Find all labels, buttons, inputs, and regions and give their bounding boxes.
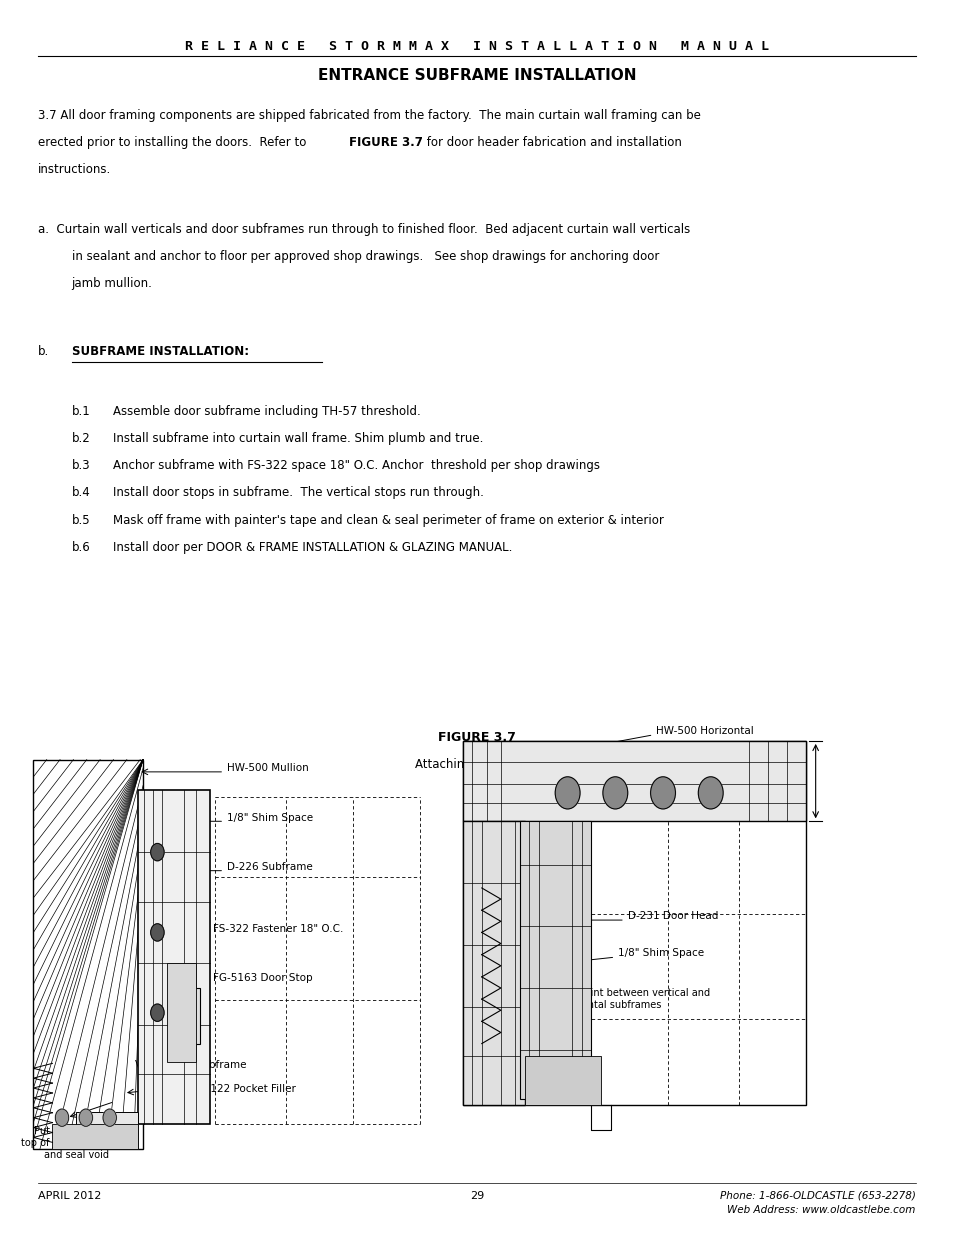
Text: R E L I A N C E   S T O R M M A X   I N S T A L L A T I O N   M A N U A L: R E L I A N C E S T O R M M A X I N S T … xyxy=(185,40,768,53)
Text: 1/8" Shim Space: 1/8" Shim Space xyxy=(227,813,313,823)
Text: 3.7 All door framing components are shipped fabricated from the factory.  The ma: 3.7 All door framing components are ship… xyxy=(38,109,700,122)
Text: b.2: b.2 xyxy=(71,432,91,445)
Text: Install door per DOOR & FRAME INSTALLATION & GLAZING MANUAL.: Install door per DOOR & FRAME INSTALLATI… xyxy=(112,541,512,553)
Text: FG-5163 Door Stop: FG-5163 Door Stop xyxy=(213,973,312,983)
Text: b.3: b.3 xyxy=(71,459,91,472)
Text: 1/8" Shim Space: 1/8" Shim Space xyxy=(618,948,703,958)
Bar xyxy=(167,963,195,1062)
Text: D-231 Door Head: D-231 Door Head xyxy=(627,911,718,921)
Circle shape xyxy=(698,777,722,809)
Text: b.1: b.1 xyxy=(71,405,91,417)
Text: b.5: b.5 xyxy=(71,514,91,526)
Text: Seal joint between vertical and
horizontal subframes: Seal joint between vertical and horizont… xyxy=(558,988,709,1009)
Text: a.  Curtain wall verticals and door subframes run through to finished floor.  Be: a. Curtain wall verticals and door subfr… xyxy=(38,222,690,236)
Bar xyxy=(462,741,805,821)
Circle shape xyxy=(555,777,579,809)
Bar xyxy=(76,1112,138,1149)
Circle shape xyxy=(103,1109,116,1126)
Text: FIGURE 3.7: FIGURE 3.7 xyxy=(349,136,422,149)
Text: for door header fabrication and installation: for door header fabrication and installa… xyxy=(422,136,680,149)
Text: FIGURE 3.7: FIGURE 3.7 xyxy=(437,731,516,745)
Text: Anchor subframe with FS-322 space 18" O.C. Anchor  threshold per shop drawings: Anchor subframe with FS-322 space 18" O.… xyxy=(112,459,598,472)
Text: in sealant and anchor to floor per approved shop drawings.   See shop drawings f: in sealant and anchor to floor per appro… xyxy=(71,249,659,263)
Text: HW-500 Mullion: HW-500 Mullion xyxy=(227,763,309,773)
Point xyxy=(66,354,77,369)
Text: b.4: b.4 xyxy=(71,487,91,499)
Text: Install subframe into curtain wall frame. Shim plumb and true.: Install subframe into curtain wall frame… xyxy=(112,432,482,445)
Bar xyxy=(462,741,805,1105)
Text: APRIL 2012: APRIL 2012 xyxy=(38,1191,101,1200)
Bar xyxy=(176,988,200,1044)
Circle shape xyxy=(650,777,675,809)
Bar xyxy=(33,760,143,1149)
Circle shape xyxy=(151,924,164,941)
Text: ENTRANCE SUBFRAME INSTALLATION: ENTRANCE SUBFRAME INSTALLATION xyxy=(317,68,636,83)
Text: SUBFRAME INSTALLATION:: SUBFRAME INSTALLATION: xyxy=(71,345,249,358)
Text: Web Address: www.oldcastlebe.com: Web Address: www.oldcastlebe.com xyxy=(727,1205,915,1215)
Text: FS-322 Fastener 18" O.C.: FS-322 Fastener 18" O.C. xyxy=(213,924,343,934)
Text: Attaching Subframes: Attaching Subframes xyxy=(415,758,538,772)
Bar xyxy=(524,1056,600,1105)
Bar xyxy=(52,1124,138,1149)
Text: View of top subframe: View of top subframe xyxy=(135,1060,246,1070)
Text: Mask off frame with painter's tape and clean & seal perimeter of frame on exteri: Mask off frame with painter's tape and c… xyxy=(112,514,662,526)
Circle shape xyxy=(79,1109,92,1126)
Text: Assemble door subframe including TH-57 threshold.: Assemble door subframe including TH-57 t… xyxy=(112,405,420,417)
Text: b.6: b.6 xyxy=(71,541,91,553)
Bar xyxy=(519,821,591,1099)
Text: 29: 29 xyxy=(470,1191,483,1200)
Text: erected prior to installing the doors.  Refer to: erected prior to installing the doors. R… xyxy=(38,136,310,149)
Text: Put backer rod at
top of jamb subframes
and seal void: Put backer rod at top of jamb subframes … xyxy=(21,1126,132,1160)
Text: Phone: 1-866-OLDCASTLE (653-2278): Phone: 1-866-OLDCASTLE (653-2278) xyxy=(720,1191,915,1200)
Point xyxy=(316,354,328,369)
Text: D-226 Subframe: D-226 Subframe xyxy=(227,862,313,872)
Circle shape xyxy=(602,777,627,809)
Text: instructions.: instructions. xyxy=(38,163,112,177)
Circle shape xyxy=(151,844,164,861)
Text: b.: b. xyxy=(38,345,50,358)
Circle shape xyxy=(151,1004,164,1021)
Bar xyxy=(462,821,524,1105)
Text: jamb mullion.: jamb mullion. xyxy=(71,277,152,290)
Circle shape xyxy=(55,1109,69,1126)
Text: Install door stops in subframe.  The vertical stops run through.: Install door stops in subframe. The vert… xyxy=(112,487,483,499)
Text: HW-500 Horizontal: HW-500 Horizontal xyxy=(656,726,753,736)
Text: HW-122 Pocket Filler: HW-122 Pocket Filler xyxy=(189,1084,295,1094)
Bar xyxy=(138,790,210,1124)
